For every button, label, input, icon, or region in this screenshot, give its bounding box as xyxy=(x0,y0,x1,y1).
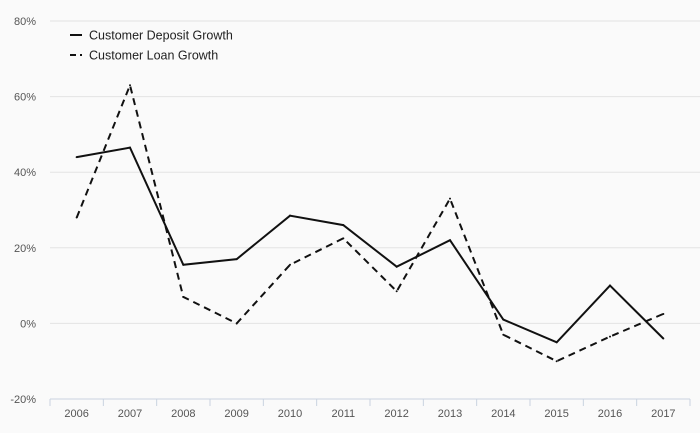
data-point[interactable] xyxy=(449,197,451,200)
legend-label-deposit: Customer Deposit Growth xyxy=(89,29,233,43)
data-point[interactable] xyxy=(555,341,558,344)
gridlines xyxy=(50,20,700,324)
x-tick-label: 2008 xyxy=(171,408,195,420)
x-tick-label: 2013 xyxy=(438,408,462,420)
x-axis-ticks: 2006 2007 2008 2009 2010 2011 2012 2013 2014 2015… xyxy=(64,408,675,420)
data-point[interactable] xyxy=(662,312,665,315)
y-tick-label: 80% xyxy=(14,16,36,28)
legend-item-loan[interactable]: Customer Loan Growth xyxy=(70,49,218,63)
x-tick-label: 2010 xyxy=(278,408,302,420)
x-tick-label: 2017 xyxy=(651,408,675,420)
y-tick-label: 60% xyxy=(14,92,36,104)
series-lines xyxy=(75,82,665,363)
data-point[interactable] xyxy=(555,360,558,363)
x-axis xyxy=(49,398,691,406)
y-tick-label: 20% xyxy=(14,243,36,255)
x-tick-label: 2009 xyxy=(224,408,248,420)
data-point[interactable] xyxy=(609,284,611,287)
data-point[interactable] xyxy=(502,333,505,336)
data-point[interactable] xyxy=(609,335,611,338)
legend-item-deposit[interactable]: Customer Deposit Growth xyxy=(70,29,233,43)
data-point[interactable] xyxy=(129,84,131,87)
x-tick-label: 2012 xyxy=(384,408,408,420)
y-tick-label: 40% xyxy=(14,167,36,179)
data-point[interactable] xyxy=(75,216,78,219)
data-point[interactable] xyxy=(342,224,345,227)
x-tick-label: 2007 xyxy=(118,408,142,420)
y-tick-label: 0% xyxy=(20,318,36,330)
data-point[interactable] xyxy=(289,214,291,217)
legend: Customer Deposit Growth Customer Loan Gr… xyxy=(70,29,233,63)
data-point[interactable] xyxy=(502,318,505,321)
data-point[interactable] xyxy=(289,263,291,266)
x-tick-label: 2011 xyxy=(332,408,356,420)
data-point[interactable] xyxy=(182,263,185,266)
data-point[interactable] xyxy=(662,337,665,340)
x-tick-label: 2015 xyxy=(544,408,568,420)
data-point[interactable] xyxy=(235,258,238,261)
x-tick-label: 2006 xyxy=(64,408,88,420)
data-point[interactable] xyxy=(235,322,238,325)
data-point[interactable] xyxy=(449,239,451,242)
series-line-deposit xyxy=(76,146,665,344)
y-tick-label: -20% xyxy=(10,394,36,406)
y-axis-ticks: 80% 60% 40% 20% 0% -20% xyxy=(10,16,36,406)
legend-label-loan: Customer Loan Growth xyxy=(89,49,218,63)
data-point[interactable] xyxy=(342,237,345,240)
data-point[interactable] xyxy=(182,295,185,298)
data-point[interactable] xyxy=(395,290,398,293)
data-point[interactable] xyxy=(75,156,78,159)
series-line-loan xyxy=(75,82,664,363)
x-tick-label: 2014 xyxy=(491,408,515,420)
x-tick-label: 2016 xyxy=(598,408,622,420)
data-point[interactable] xyxy=(395,265,398,268)
data-point[interactable] xyxy=(129,146,131,149)
